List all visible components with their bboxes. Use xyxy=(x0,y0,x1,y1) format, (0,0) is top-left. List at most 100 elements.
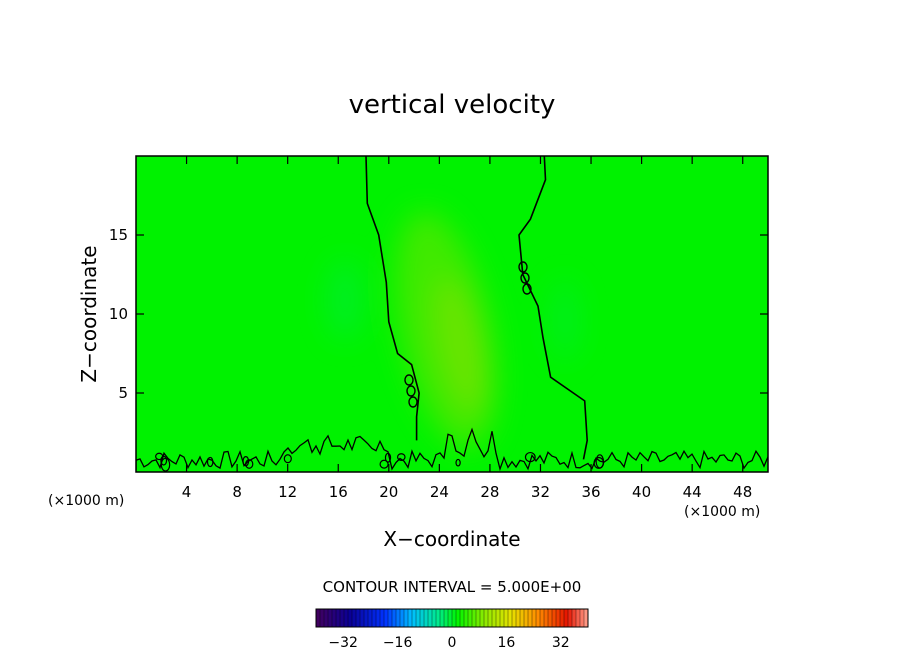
colorbar-swatch xyxy=(444,609,449,627)
colorbar-swatch xyxy=(336,609,341,627)
colorbar-swatch xyxy=(412,609,417,627)
colorbar-swatch xyxy=(400,609,405,627)
x-tick-label: 16 xyxy=(329,483,348,501)
y-tick-label: 10 xyxy=(109,305,128,323)
x-tick-label: 36 xyxy=(581,483,600,501)
colorbar-swatch xyxy=(580,609,585,627)
x-tick-label: 4 xyxy=(182,483,192,501)
colorbar-swatch xyxy=(432,609,437,627)
colorbar-swatch xyxy=(420,609,425,627)
colorbar-swatch xyxy=(500,609,505,627)
surface-contour-cell xyxy=(206,456,214,468)
colorbar-tick-label: −16 xyxy=(383,635,413,651)
chart-title: vertical velocity xyxy=(349,90,556,120)
plot-area xyxy=(136,156,768,472)
x-tick-label: 28 xyxy=(480,483,499,501)
colorbar-swatch xyxy=(528,609,533,627)
zero-contour-right xyxy=(518,156,589,460)
colorbar-swatch xyxy=(532,609,537,627)
velocity-field-shading xyxy=(327,212,579,448)
colorbar-swatch xyxy=(440,609,445,627)
contour-lines xyxy=(136,156,768,472)
colorbar-swatch xyxy=(488,609,493,627)
colorbar-swatch xyxy=(552,609,557,627)
colorbar-swatch xyxy=(464,609,469,627)
colorbar-swatch xyxy=(504,609,509,627)
colorbar-swatch xyxy=(476,609,481,627)
x-tick-label: 48 xyxy=(733,483,752,501)
y-tick-label: 5 xyxy=(118,384,128,402)
x-axis: 4 8 12 16 20 24 28 32 36 40 44 48 xyxy=(182,156,752,501)
surface-contour-cell xyxy=(242,455,250,467)
surface-contour-cell xyxy=(455,458,461,467)
colorbar-swatch xyxy=(544,609,549,627)
colorbar-swatch xyxy=(468,609,473,627)
surface-contour-cell xyxy=(595,454,605,469)
colorbar-swatch xyxy=(560,609,565,627)
colorbar-swatch xyxy=(520,609,525,627)
contour-label-0.0 xyxy=(406,385,416,397)
colorbar-swatch xyxy=(572,609,577,627)
colorbar-swatch xyxy=(404,609,409,627)
x-tick-label: 32 xyxy=(531,483,550,501)
colorbar-frame xyxy=(315,608,589,628)
colorbar-swatch xyxy=(484,609,489,627)
colorbar-swatch xyxy=(524,609,529,627)
colorbar-swatch xyxy=(348,609,353,627)
zero-contour-left xyxy=(365,156,420,441)
colorbar-swatch xyxy=(416,609,421,627)
colorbar-swatch xyxy=(576,609,581,627)
x-tick-label: 40 xyxy=(632,483,651,501)
colorbar-tick-label: 0 xyxy=(448,635,457,651)
surface-contour-cell xyxy=(396,453,406,462)
colorbar-swatch xyxy=(456,609,461,627)
y-axis-label: Z−coordinate xyxy=(77,245,101,382)
contour-label-0.0 xyxy=(522,283,532,295)
colorbar-tick-label: −32 xyxy=(328,635,358,651)
colorbar-swatch xyxy=(548,609,553,627)
colorbar-swatch xyxy=(564,609,569,627)
colorbar-ticks: −32 −16 0 16 32 xyxy=(328,635,569,651)
colorbar-swatch xyxy=(380,609,385,627)
colorbar-tick-label: 32 xyxy=(552,635,570,651)
x-tick-label: 24 xyxy=(430,483,449,501)
downdraft-shading-left xyxy=(327,260,363,340)
colorbar-swatch xyxy=(436,609,441,627)
y-axis: 5 10 15 xyxy=(109,226,768,402)
colorbar-swatch xyxy=(364,609,369,627)
colorbar-swatch xyxy=(384,609,389,627)
colorbar-swatch xyxy=(352,609,357,627)
colorbar-swatch xyxy=(320,609,325,627)
colorbar-swatch xyxy=(492,609,497,627)
contour-interval-text: CONTOUR INTERVAL = 5.000E+00 xyxy=(323,578,582,596)
colorbar-swatch xyxy=(568,609,573,627)
colorbar-swatch xyxy=(328,609,333,627)
contour-label-0.0 xyxy=(520,272,530,284)
colorbar-swatch xyxy=(496,609,501,627)
updraft-shading-inner xyxy=(434,276,486,414)
colorbar-swatch xyxy=(556,609,561,627)
colorbar-swatch xyxy=(368,609,373,627)
colorbar-swatch xyxy=(388,609,393,627)
colorbar-swatch xyxy=(340,609,345,627)
colorbar-swatch xyxy=(316,609,321,627)
colorbar-swatch xyxy=(360,609,365,627)
colorbar-swatch xyxy=(540,609,545,627)
colorbar-tick-label: 16 xyxy=(497,635,515,651)
downdraft-shading-right xyxy=(551,280,579,360)
x-tick-label: 12 xyxy=(278,483,297,501)
colorbar-swatch xyxy=(448,609,453,627)
colorbar-swatch xyxy=(408,609,413,627)
colorbar-swatch xyxy=(324,609,329,627)
colorbar-swatch xyxy=(508,609,513,627)
colorbar-swatch xyxy=(584,609,589,627)
colorbar-swatch xyxy=(512,609,517,627)
surface-contour-cell xyxy=(384,452,392,463)
colorbar-swatch xyxy=(424,609,429,627)
surface-contour-cell xyxy=(283,454,292,464)
surface-contour-cell xyxy=(160,455,168,466)
colorbar-swatch xyxy=(332,609,337,627)
colorbar-swatch xyxy=(428,609,433,627)
surface-contour xyxy=(136,427,768,472)
